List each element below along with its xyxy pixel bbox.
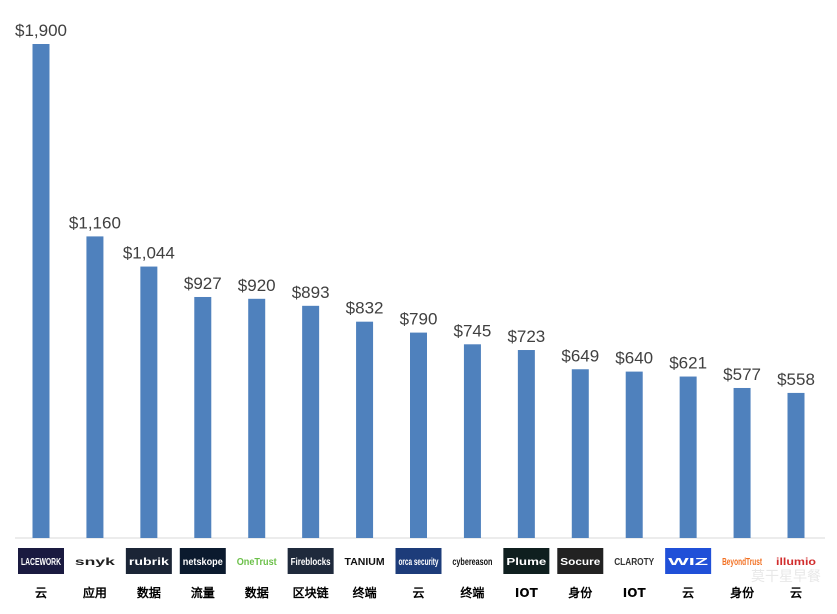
company-logo-4: netskope xyxy=(179,548,226,574)
bar-11 xyxy=(571,369,589,538)
bar-6 xyxy=(302,305,320,538)
sector-label-14: 身份 xyxy=(730,585,755,600)
data-label-11: $649 xyxy=(561,346,599,365)
sector-label-3: 数据 xyxy=(137,585,161,600)
bar-9 xyxy=(463,344,481,538)
watermark-text: 莫干星早餐 xyxy=(751,569,821,585)
bar-15 xyxy=(787,392,805,538)
sector-label-2: 应用 xyxy=(83,585,107,600)
company-logo-7: TANIUM xyxy=(341,548,388,574)
svg-text:illumio: illumio xyxy=(776,557,816,568)
bar-7 xyxy=(356,321,374,538)
company-logo-11: Socure xyxy=(557,548,604,574)
sector-label-5: 数据 xyxy=(245,585,269,600)
sector-label-13: 云 xyxy=(682,586,694,600)
data-label-6: $893 xyxy=(292,283,330,302)
data-label-15: $558 xyxy=(777,370,815,389)
data-label-1: $1,900 xyxy=(15,21,67,40)
sector-label-10: IOT xyxy=(515,586,539,600)
svg-text:snyk: snyk xyxy=(75,557,116,568)
company-logo-15: illumio xyxy=(773,548,819,574)
company-logo-13: WIZ xyxy=(665,548,712,574)
sector-label-7: 终端 xyxy=(353,585,377,600)
svg-text:LACEWORK: LACEWORK xyxy=(21,557,62,568)
svg-text:Plume: Plume xyxy=(506,557,547,568)
company-logo-5: OneTrust xyxy=(233,548,280,574)
data-label-9: $745 xyxy=(454,321,492,340)
data-label-2: $1,160 xyxy=(69,213,121,232)
data-label-13: $621 xyxy=(669,354,707,373)
svg-text:BeyondTrust: BeyondTrust xyxy=(722,557,762,568)
sector-label-11: 身份 xyxy=(568,585,593,600)
bar-8 xyxy=(410,332,427,538)
company-logo-2: snyk xyxy=(71,548,118,574)
svg-text:CLAROTY: CLAROTY xyxy=(614,557,654,568)
svg-text:WIZ: WIZ xyxy=(668,557,708,568)
bar-3 xyxy=(140,266,158,538)
data-label-14: $577 xyxy=(723,365,761,384)
bar-10 xyxy=(517,350,535,538)
bar-2 xyxy=(86,236,104,538)
company-logo-9: cybereason xyxy=(449,548,496,574)
data-label-7: $832 xyxy=(346,299,384,318)
sector-label-8: 云 xyxy=(412,586,424,600)
svg-text:OneTrust: OneTrust xyxy=(237,557,278,568)
svg-text:rubrik: rubrik xyxy=(129,557,170,568)
bar-1 xyxy=(32,44,50,538)
bar-4 xyxy=(194,296,212,538)
data-label-12: $640 xyxy=(615,349,653,368)
sector-label-15: 云 xyxy=(790,586,802,600)
company-logo-12: CLAROTY xyxy=(611,548,658,574)
company-logo-3: rubrik xyxy=(125,548,172,574)
data-label-5: $920 xyxy=(238,276,276,295)
company-logo-8: orca security xyxy=(395,548,442,574)
svg-text:Fireblocks: Fireblocks xyxy=(291,557,331,568)
sector-label-12: IOT xyxy=(623,586,647,600)
data-label-4: $927 xyxy=(184,274,222,293)
bar-12 xyxy=(625,371,643,538)
sector-label-9: 终端 xyxy=(460,585,484,600)
bar-13 xyxy=(679,376,697,538)
svg-text:Socure: Socure xyxy=(560,557,601,568)
company-logo-6: Fireblocks xyxy=(287,548,334,574)
sector-label-1: 云 xyxy=(35,586,47,600)
svg-text:cybereason: cybereason xyxy=(452,557,492,568)
svg-text:orca security: orca security xyxy=(399,557,439,568)
bar-14 xyxy=(733,387,751,538)
svg-text:netskope: netskope xyxy=(183,557,223,568)
sector-label-4: 流量 xyxy=(191,585,215,600)
svg-text:TANIUM: TANIUM xyxy=(345,557,385,568)
data-label-8: $790 xyxy=(400,310,438,329)
company-logo-10: Plume xyxy=(503,548,550,574)
company-logo-14: BeyondTrust xyxy=(719,548,766,574)
data-label-3: $1,044 xyxy=(123,244,175,263)
sector-label-6: 区块链 xyxy=(293,585,330,600)
company-logo-1: LACEWORK xyxy=(18,548,64,574)
data-label-10: $723 xyxy=(507,327,545,346)
bar-5 xyxy=(248,298,266,538)
